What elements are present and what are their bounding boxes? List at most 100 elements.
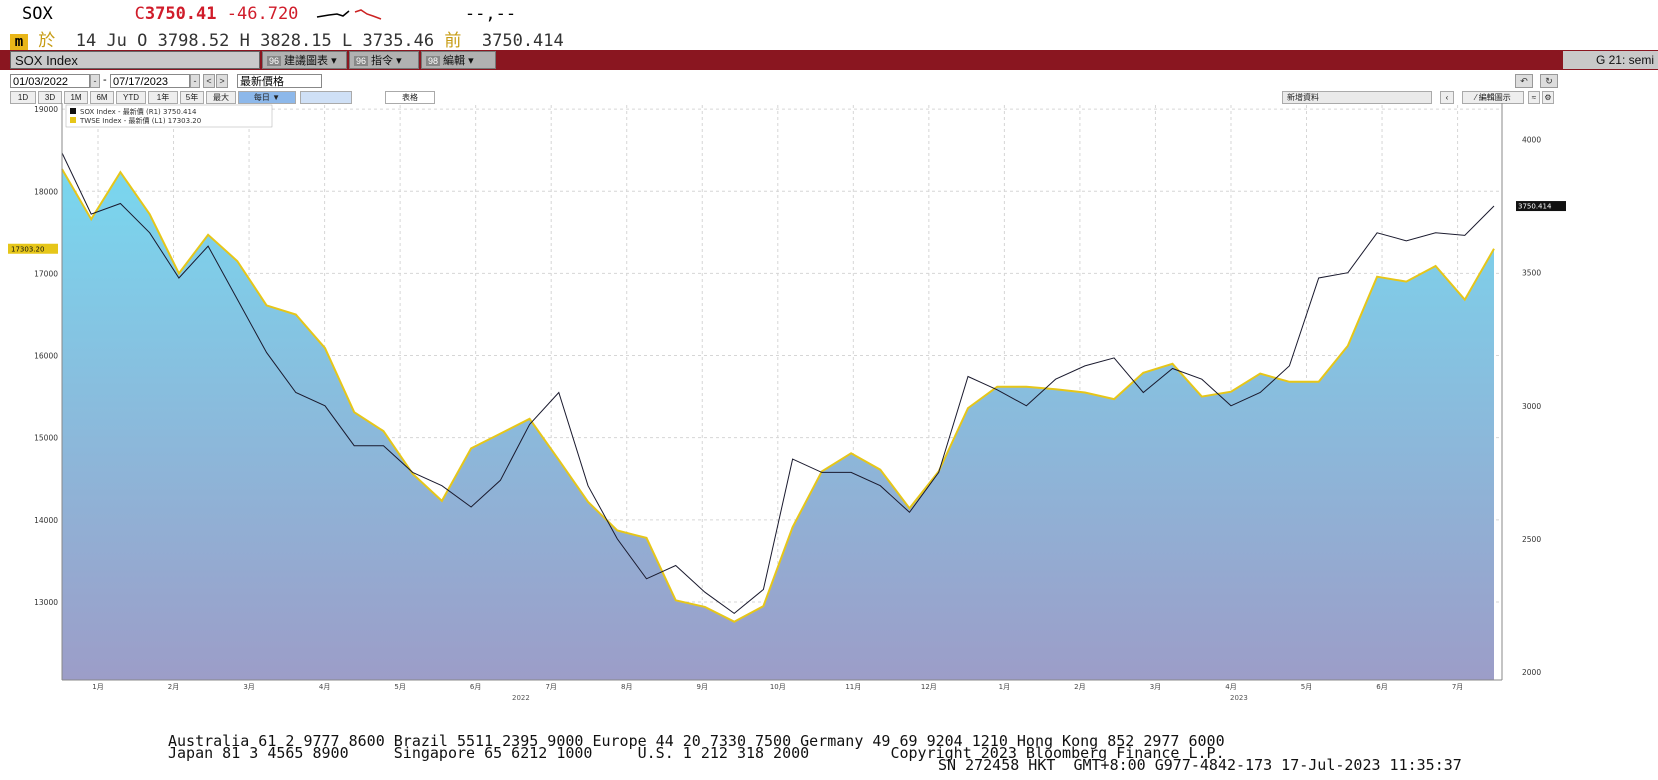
legend-box — [65, 104, 273, 128]
edit-annotations-button[interactable]: ⁄ 編輯圖示 — [1462, 91, 1524, 104]
start-date-field[interactable]: 01/03/2022 — [10, 74, 90, 88]
prev-label: 前 — [444, 31, 462, 51]
range-bar: 1D 3D 1M 6M YTD 1年 5年 最大 每日 ▼ 表格 新增資料 ‹ … — [0, 90, 1658, 105]
last-price: 3750.41 — [144, 4, 217, 24]
right-tick-label: 2000 — [1522, 668, 1541, 677]
btn-number: 98 — [426, 56, 441, 66]
quote-header: SOX C3750.41 -46.720 --,-- m 於 14 Ju O 3… — [0, 0, 1658, 51]
right-last-value-text: 3750.414 — [1518, 203, 1552, 211]
frequency-label: 每日 — [253, 93, 270, 102]
suggested-charts-button[interactable]: 96 建議圖表 ▾ — [262, 51, 347, 69]
month-ticks: 1月 2月 3月 4月 5月 6月 7月 8月 9月 10月 11月 12月 1月 2月 3月 4月 5月 6月 7… — [92, 683, 1463, 691]
bloomberg-footer: Australia 61 2 9777 8600 Brazil 5511 239… — [0, 732, 1658, 780]
edit-annotations-label: 編輯圖示 — [1478, 93, 1511, 102]
edit-button[interactable]: 98 編輯 ▾ — [421, 51, 496, 69]
prev-period-icon[interactable]: < — [203, 74, 215, 88]
month-tick-label: 2月 — [168, 683, 179, 691]
range-6m-button[interactable]: 6M — [90, 91, 114, 104]
month-tick-label: 5月 — [1301, 683, 1312, 691]
range-1m-button[interactable]: 1M — [64, 91, 88, 104]
right-axis-ticks: 2000 2500 3000 3500 4000 — [1522, 136, 1541, 677]
footer-line-3: SN 272458 HKT GMT+8:00 G977-4842-173 17-… — [938, 756, 1462, 774]
chart-type-select[interactable] — [300, 91, 352, 104]
low-value: 3735.46 — [362, 31, 435, 51]
month-tick-label: 1月 — [92, 683, 103, 691]
price-chart[interactable]: 13000 14000 15000 16000 17000 18000 19000 2000… — [0, 103, 1658, 703]
month-tick-label: 9月 — [697, 683, 708, 691]
m-badge-icon: m — [10, 34, 28, 50]
month-tick-label: 8月 — [621, 683, 632, 691]
quote-line-1: SOX C3750.41 -46.720 --,-- — [22, 4, 516, 24]
security-title-field[interactable]: SOX Index — [10, 51, 260, 69]
range-max-button[interactable]: 最大 — [206, 91, 236, 104]
btn-label: 建議圖表 — [284, 55, 329, 67]
btn-label: 指令 — [371, 55, 394, 67]
left-tick-label: 16000 — [34, 352, 58, 361]
sox-line — [61, 152, 1495, 615]
legend-sox-label: SOX Index - 最新價 (R1) 3750.414 — [80, 107, 197, 116]
twse-line — [61, 168, 1495, 623]
month-tick-label: 3月 — [1150, 683, 1161, 691]
twse-area — [62, 169, 1494, 680]
range-5y-button[interactable]: 5年 — [180, 91, 204, 104]
legend-swatch-sox — [70, 108, 76, 114]
annotation-tool-icon[interactable]: ≈ — [1528, 91, 1540, 104]
next-period-icon[interactable]: > — [216, 74, 228, 88]
ticker: SOX — [22, 4, 53, 24]
frequency-select[interactable]: 每日 ▼ — [238, 91, 296, 104]
legend-swatch-twse — [70, 117, 76, 123]
month-tick-label: 2月 — [1074, 683, 1085, 691]
month-tick-label: 11月 — [845, 683, 861, 691]
month-tick-label: 7月 — [545, 683, 556, 691]
footer-line-1: Australia 61 2 9777 8600 Brazil 5511 239… — [168, 732, 1225, 750]
add-data-button[interactable]: 新增資料 — [1282, 91, 1432, 104]
settings-icon[interactable]: ⚙ — [1542, 91, 1554, 104]
range-1d-button[interactable]: 1D — [10, 91, 36, 104]
footer-line-2: Japan 81 3 4565 8900 Singapore 65 6212 1… — [168, 744, 1225, 762]
left-tick-label: 19000 — [34, 105, 58, 114]
date-separator: - — [103, 74, 107, 86]
kanji-label: 於 — [38, 31, 56, 51]
right-tick-label: 3500 — [1522, 269, 1541, 278]
btn-number: 96 — [354, 56, 369, 66]
left-tick-label: 18000 — [34, 187, 58, 196]
left-tick-label: 13000 — [34, 598, 58, 607]
high-value: 3828.15 — [260, 31, 332, 51]
high-label: H — [239, 31, 250, 51]
range-3d-button[interactable]: 3D — [38, 91, 62, 104]
left-tick-label: 14000 — [34, 516, 58, 525]
price-prefix: C — [134, 4, 145, 24]
date-bar: 01/03/2022 - - 07/17/2023 - < > 最新價格 ↶ ↻ — [0, 72, 1658, 90]
price-change: -46.720 — [226, 4, 299, 24]
month-tick-label: 4月 — [319, 683, 330, 691]
month-tick-label: 1月 — [999, 683, 1010, 691]
undo-icon[interactable]: ↶ — [1515, 74, 1533, 88]
quote-date: 14 Ju — [75, 31, 127, 51]
left-tick-label: 17000 — [34, 269, 58, 278]
right-tick-label: 4000 — [1522, 136, 1541, 145]
left-last-value-tag — [8, 243, 58, 254]
range-1y-button[interactable]: 1年 — [148, 91, 178, 104]
prev-value: 3750.414 — [481, 31, 564, 51]
right-last-value-tag — [1516, 201, 1566, 212]
end-date-field[interactable]: 07/17/2023 — [110, 74, 190, 88]
table-button[interactable]: 表格 — [385, 91, 435, 104]
legend-twse-label: TWSE Index - 最新價 (L1) 17303.20 — [79, 116, 201, 125]
quote-line-2: m 於 14 Ju O 3798.52 H 3828.15 L 3735.46 … — [10, 26, 564, 51]
month-tick-label: 4月 — [1225, 683, 1236, 691]
collapse-icon[interactable]: ‹ — [1440, 91, 1454, 104]
chart-legend: SOX Index - 最新價 (R1) 3750.414 TWSE Index… — [65, 104, 273, 128]
quote-dashes: --,-- — [464, 4, 517, 24]
month-tick-label: 6月 — [470, 683, 481, 691]
refresh-icon[interactable]: ↻ — [1540, 74, 1558, 88]
btn-number: 96 — [267, 56, 282, 66]
group-label: G 21: semi — [1563, 51, 1658, 69]
end-date-spinner[interactable]: - — [190, 74, 200, 88]
sparkline-icon — [316, 9, 381, 20]
commands-button[interactable]: 96 指令 ▾ — [349, 51, 419, 69]
range-ytd-button[interactable]: YTD — [116, 91, 146, 104]
function-toolbar: SOX Index 96 建議圖表 ▾ 96 指令 ▾ 98 編輯 ▾ G 21: s… — [0, 50, 1658, 70]
low-label: L — [341, 31, 353, 51]
price-mode-select[interactable]: 最新價格 — [237, 74, 322, 88]
start-date-spinner[interactable]: - — [90, 74, 100, 88]
